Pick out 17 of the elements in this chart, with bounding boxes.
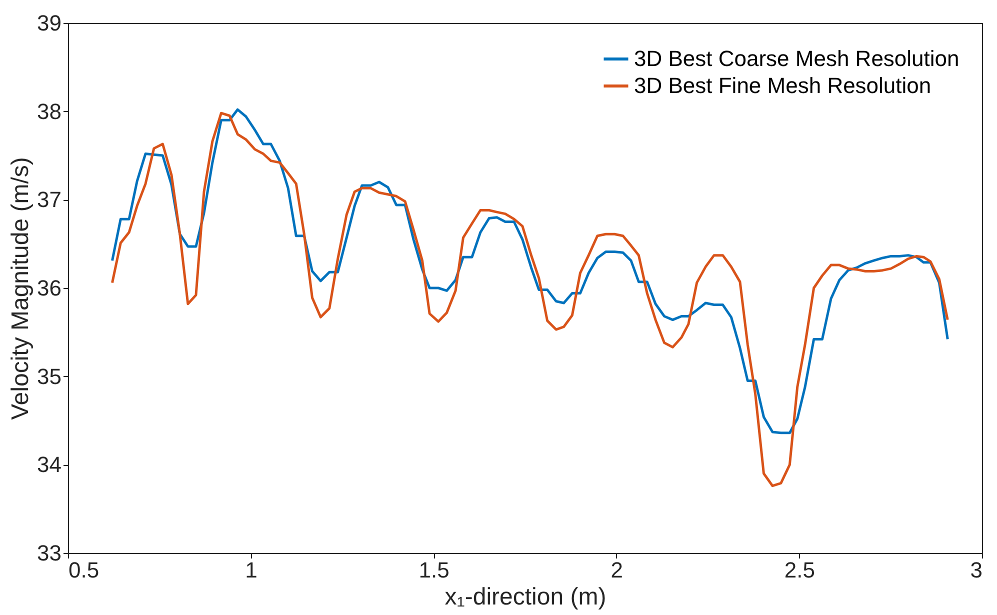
x-axis-title: x₁-direction (m) (444, 584, 606, 610)
x-tick-label: 1 (245, 558, 258, 582)
y-axis-title: Velocity Magnitude (m/s) (7, 157, 34, 420)
y-tick-label: 37 (37, 187, 62, 212)
x-tick-label: 3 (970, 558, 982, 582)
legend-label: 3D Best Coarse Mesh Resolution (634, 46, 960, 71)
x-tick-label: 1.5 (418, 558, 450, 582)
x-tick-label: 2.5 (784, 558, 815, 582)
y-tick-label: 38 (37, 98, 62, 124)
y-tick-label: 36 (37, 276, 62, 300)
y-tick-label: 35 (37, 364, 62, 389)
x-tick-label: 0.5 (68, 558, 100, 582)
y-tick-label: 34 (37, 452, 62, 478)
y-tick-label: 39 (37, 10, 62, 36)
legend-label: 3D Best Fine Mesh Resolution (634, 73, 932, 98)
x-tick-label: 2 (610, 558, 624, 582)
y-tick-label: 33 (37, 540, 62, 566)
